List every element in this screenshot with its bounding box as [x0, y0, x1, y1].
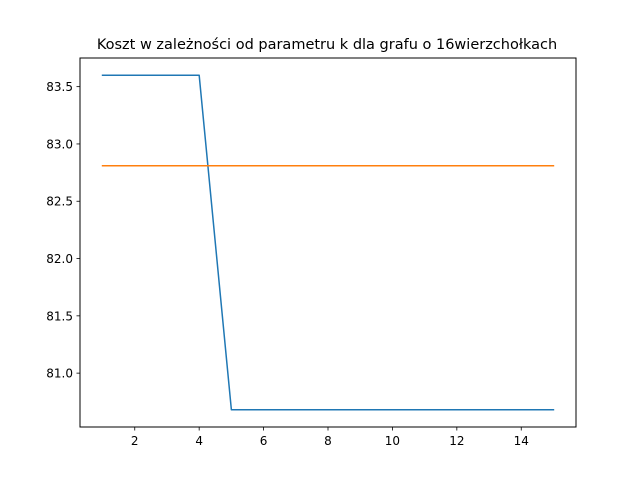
x-tick-label: 8 — [324, 434, 332, 448]
series-line-1 — [101, 74, 555, 411]
x-axis: 2 4 6 8 10 12 14 — [131, 427, 529, 448]
x-tick-label: 10 — [385, 434, 400, 448]
x-tick-label: 6 — [260, 434, 268, 448]
y-tick-label: 82.0 — [46, 252, 73, 266]
y-tick-label: 83.5 — [46, 80, 73, 94]
x-tick-label: 14 — [514, 434, 529, 448]
x-tick-label: 4 — [195, 434, 203, 448]
y-axis: 81.0 81.5 82.0 82.5 83.0 83.5 — [46, 80, 80, 381]
y-tick-label: 82.5 — [46, 195, 73, 209]
x-tick-label: 2 — [131, 434, 139, 448]
y-tick-label: 81.5 — [46, 309, 73, 323]
y-tick-label: 83.0 — [46, 137, 73, 151]
x-tick-label: 12 — [449, 434, 464, 448]
y-tick-label: 81.0 — [46, 367, 73, 381]
plot-lines — [101, 74, 555, 411]
chart-title: Koszt w zależności od parametru k dla gr… — [97, 37, 557, 53]
